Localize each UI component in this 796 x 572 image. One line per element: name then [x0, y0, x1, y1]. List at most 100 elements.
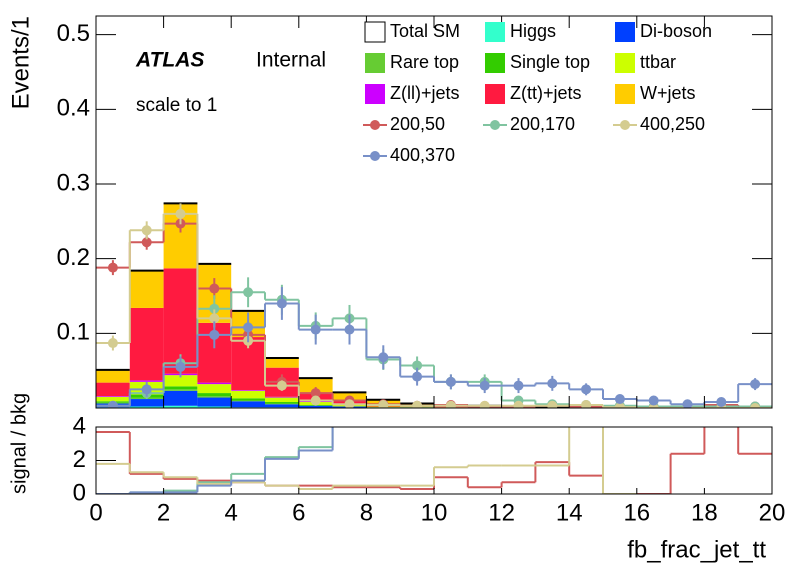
stack-segment	[96, 396, 130, 397]
signal-point	[513, 400, 524, 408]
legend-swatch	[364, 21, 386, 43]
stack-segment	[197, 393, 232, 397]
legend-label: W+jets	[640, 83, 696, 103]
note-label: scale to 1	[136, 95, 217, 116]
signal-point	[141, 225, 152, 236]
axes: 0 2 4 6 8 10 12 14 16 18 200.10.20.30.40.5024Total…	[57, 15, 786, 526]
x-tick-label: 14	[556, 499, 583, 526]
ratio-y-axis-label: signal / bkg	[8, 393, 30, 494]
legend-label: Rare top	[390, 52, 459, 72]
stack-segment	[265, 357, 299, 368]
legend-swatch	[615, 84, 635, 104]
x-tick-label: 2	[157, 499, 170, 526]
signal-point	[175, 208, 186, 219]
stack-segment	[197, 396, 232, 398]
signal-point	[344, 399, 355, 408]
signal-point	[209, 313, 220, 324]
stack-segment	[231, 390, 265, 391]
legend-label: Z(tt)+jets	[510, 83, 582, 103]
signal-point	[750, 379, 761, 390]
y-tick-label: 0.3	[57, 169, 90, 196]
signal-point	[141, 237, 152, 248]
stack-segment	[197, 382, 232, 385]
legend-swatch	[485, 22, 505, 42]
signal-point	[716, 397, 727, 408]
x-tick-label: 16	[623, 499, 650, 526]
stack-segment	[96, 396, 130, 402]
legend-label: 400,370	[390, 145, 455, 165]
signal-point	[581, 384, 592, 395]
stack-segment	[163, 386, 198, 390]
signal-point	[175, 361, 186, 372]
signal-point	[310, 388, 321, 399]
x-tick-label: 12	[488, 499, 515, 526]
signal-point	[209, 329, 220, 340]
stack-segment	[265, 404, 299, 408]
x-tick-label: 8	[360, 499, 373, 526]
stack-segment	[197, 406, 232, 408]
signal-point	[276, 380, 287, 391]
stack-segment	[163, 390, 198, 406]
signal-point	[378, 400, 389, 408]
stack-segment	[96, 369, 130, 383]
legend-label: 200,170	[510, 114, 575, 134]
y-axis-label: Events/1	[7, 16, 34, 109]
signal-point	[547, 378, 558, 389]
legend-label: ttbar	[640, 52, 676, 72]
legend-swatch	[485, 84, 505, 104]
stack-segment	[197, 397, 232, 407]
x-tick-label: 0	[89, 499, 102, 526]
signal-point	[276, 298, 287, 309]
legend-swatch	[615, 53, 635, 73]
status-label: Internal	[256, 49, 326, 72]
signal-point	[513, 380, 524, 391]
ratio-y-tick-label: 4	[73, 412, 86, 439]
ratio-y-tick-label: 2	[73, 446, 86, 473]
legend-label: 200,50	[390, 114, 445, 134]
signal-point	[412, 371, 423, 382]
y-tick-label: 0.4	[57, 95, 90, 122]
y-tick-label: 0.2	[57, 244, 90, 271]
x-tick-label: 6	[292, 499, 305, 526]
legend-label: Single top	[510, 52, 590, 72]
stack-segment	[265, 396, 299, 398]
signal-point	[445, 376, 456, 387]
legend-swatch	[365, 53, 385, 73]
legend-swatch	[365, 84, 385, 104]
ratio-plot	[96, 427, 772, 494]
stack-segment	[163, 389, 198, 391]
legend-swatch	[615, 22, 635, 42]
signal-point	[581, 400, 592, 408]
signal-point	[107, 400, 118, 408]
stack-segment	[231, 390, 265, 399]
legend-swatch	[370, 120, 380, 130]
signal-point	[310, 324, 321, 335]
signal-point	[412, 360, 423, 371]
signal-point	[614, 402, 625, 408]
signal-point	[209, 303, 220, 314]
legend-swatch	[485, 53, 505, 73]
stack-segment	[129, 406, 164, 408]
stack-segment	[265, 403, 299, 405]
legend-swatch	[490, 120, 500, 130]
legend-label: Z(ll)+jets	[390, 83, 460, 103]
signal-point	[682, 399, 693, 408]
stack-segment	[96, 382, 130, 397]
signal-point	[547, 400, 558, 408]
signal-point	[479, 400, 490, 408]
stack-segment	[298, 378, 333, 394]
stack-segment	[129, 380, 164, 382]
stack-segment	[129, 270, 164, 308]
x-tick-label: 20	[759, 499, 786, 526]
main-plot	[96, 202, 772, 408]
y-tick-label: 0.1	[57, 319, 90, 346]
legend-label: Higgs	[510, 21, 556, 41]
signal-point	[648, 395, 659, 406]
stack-segment	[163, 405, 198, 408]
signal-point	[141, 384, 152, 395]
stack-segment	[265, 397, 299, 403]
y-tick-label: 0.5	[57, 20, 90, 47]
signal-point	[479, 380, 490, 391]
signal-point	[614, 394, 625, 405]
